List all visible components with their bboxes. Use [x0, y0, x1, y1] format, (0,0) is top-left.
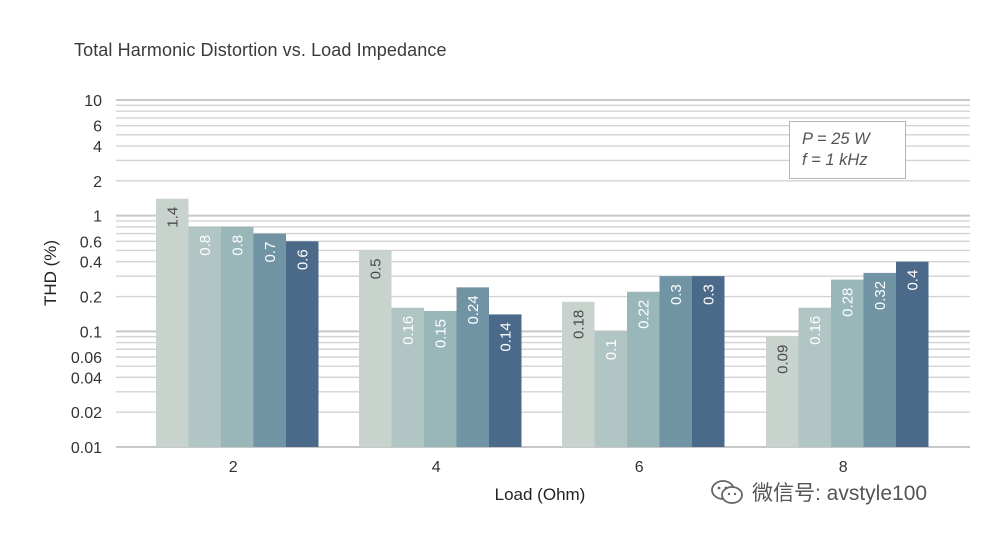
bar-data-label: 0.24 [465, 295, 482, 324]
bar [627, 291, 660, 447]
bar-data-label: 0.4 [904, 270, 921, 291]
conditions-annotation: P = 25 W f = 1 kHz [789, 121, 906, 179]
bar [156, 198, 189, 447]
y-tick-label: 10 [84, 93, 102, 110]
wechat-icon [711, 480, 743, 504]
bar [489, 314, 522, 447]
bar [286, 241, 319, 447]
bar-data-label: 0.09 [774, 345, 791, 374]
bar [359, 250, 392, 447]
bar [766, 336, 799, 447]
y-tick-label: 0.1 [80, 324, 102, 341]
bar [896, 261, 929, 447]
bar-data-label: 0.32 [872, 281, 889, 310]
annotation-line-frequency: f = 1 kHz [802, 151, 868, 169]
y-tick-label: 0.04 [71, 370, 102, 387]
y-tick-label: 0.06 [71, 350, 102, 367]
x-tick-label: 6 [635, 459, 644, 476]
bar-data-label: 0.6 [294, 249, 311, 270]
watermark-text: 微信号: avstyle100 [752, 482, 928, 505]
bar-data-label: 0.7 [262, 242, 279, 263]
y-tick-label: 0.01 [71, 440, 102, 457]
bar-data-label: 0.3 [700, 284, 717, 305]
y-axis-label: THD (%) [41, 240, 60, 306]
y-tick-label: 6 [93, 119, 102, 136]
bar-data-label: 0.18 [570, 310, 587, 339]
bar-data-label: 0.16 [807, 316, 824, 345]
bar-data-label: 0.8 [229, 235, 246, 256]
bar [863, 272, 896, 447]
bar [798, 307, 831, 447]
y-tick-label: 2 [93, 174, 102, 191]
bar-data-label: 0.3 [668, 284, 685, 305]
y-tick-label: 0.2 [80, 290, 102, 307]
chart-title: Total Harmonic Distortion vs. Load Imped… [74, 40, 447, 60]
x-axis-label: Load (Ohm) [495, 485, 586, 504]
annotation-line-power: P = 25 W [802, 130, 870, 148]
bars: 1.4 0.8 0.8 0.7 0.6 0.5 0.16 0.15 0.24 0.14 0.18 0.… [156, 198, 929, 447]
x-tick-label: 8 [839, 459, 848, 476]
bar [594, 331, 627, 447]
bar [659, 276, 692, 447]
bar-data-label: 0.1 [603, 339, 620, 360]
y-tick-label: 0.4 [80, 255, 102, 272]
x-tick-label: 4 [432, 459, 441, 476]
y-tick-label: 1 [93, 209, 102, 226]
bar [221, 226, 254, 447]
y-tick-label: 0.02 [71, 405, 102, 422]
bar-data-label: 0.28 [839, 288, 856, 317]
bar-data-label: 0.22 [635, 300, 652, 329]
bar-data-label: 0.16 [400, 316, 417, 345]
y-tick-labels: 10 6 4 2 1 0.6 0.4 0.2 0.1 0.06 0.04 0.02 0.01 [71, 93, 102, 457]
bar [831, 279, 864, 447]
bar-data-label: 1.4 [164, 207, 181, 228]
bar-data-label: 0.15 [432, 319, 449, 348]
bar-data-label: 0.5 [367, 258, 384, 279]
bar [562, 301, 595, 447]
bar [391, 307, 424, 447]
y-tick-label: 4 [93, 139, 102, 156]
y-tick-label: 0.6 [80, 234, 102, 251]
bar-data-label: 0.14 [497, 322, 514, 351]
bar [456, 287, 489, 447]
x-tick-labels: 2 4 6 8 [229, 459, 848, 476]
bar [692, 276, 725, 447]
bar [188, 226, 221, 447]
bar-data-label: 0.8 [197, 235, 214, 256]
x-tick-label: 2 [229, 459, 238, 476]
bar [253, 233, 286, 447]
bar [424, 310, 457, 447]
wechat-watermark: 微信号: avstyle100 [710, 477, 927, 507]
